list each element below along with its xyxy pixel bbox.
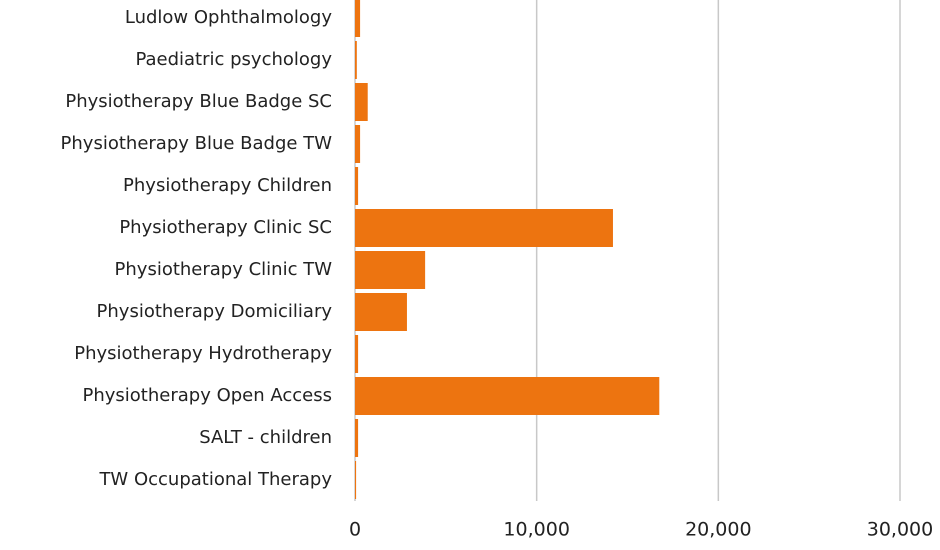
y-tick-label: Physiotherapy Open Access xyxy=(83,385,333,406)
bar xyxy=(355,251,426,289)
y-tick-label: Physiotherapy Children xyxy=(123,175,332,196)
y-tick-label: Paediatric psychology xyxy=(135,49,332,70)
bar xyxy=(355,335,359,373)
x-tick-label: 20,000 xyxy=(685,519,751,541)
y-tick-label: Ludlow Ophthalmology xyxy=(125,7,332,28)
bar xyxy=(355,209,613,247)
bar xyxy=(355,377,660,415)
bar xyxy=(355,167,359,205)
y-tick-label: SALT - children xyxy=(199,427,332,448)
y-tick-label: Physiotherapy Hydrotherapy xyxy=(74,343,332,364)
x-tick-label: 30,000 xyxy=(867,519,933,541)
bar xyxy=(355,125,361,163)
y-tick-label: TW Occupational Therapy xyxy=(98,469,332,490)
y-tick-label: Physiotherapy Clinic TW xyxy=(115,259,333,280)
bar xyxy=(355,0,361,37)
x-tick-label: 0 xyxy=(349,519,361,541)
y-tick-label: Physiotherapy Domiciliary xyxy=(97,301,333,322)
y-tick-label: Physiotherapy Blue Badge TW xyxy=(61,133,333,154)
bar xyxy=(355,83,368,121)
bar xyxy=(355,419,359,457)
y-tick-label: Physiotherapy Clinic SC xyxy=(119,217,332,238)
y-tick-label: Physiotherapy Blue Badge SC xyxy=(65,91,332,112)
bar xyxy=(355,293,407,331)
bar xyxy=(355,461,357,499)
bar xyxy=(355,41,357,79)
x-tick-label: 10,000 xyxy=(503,519,569,541)
